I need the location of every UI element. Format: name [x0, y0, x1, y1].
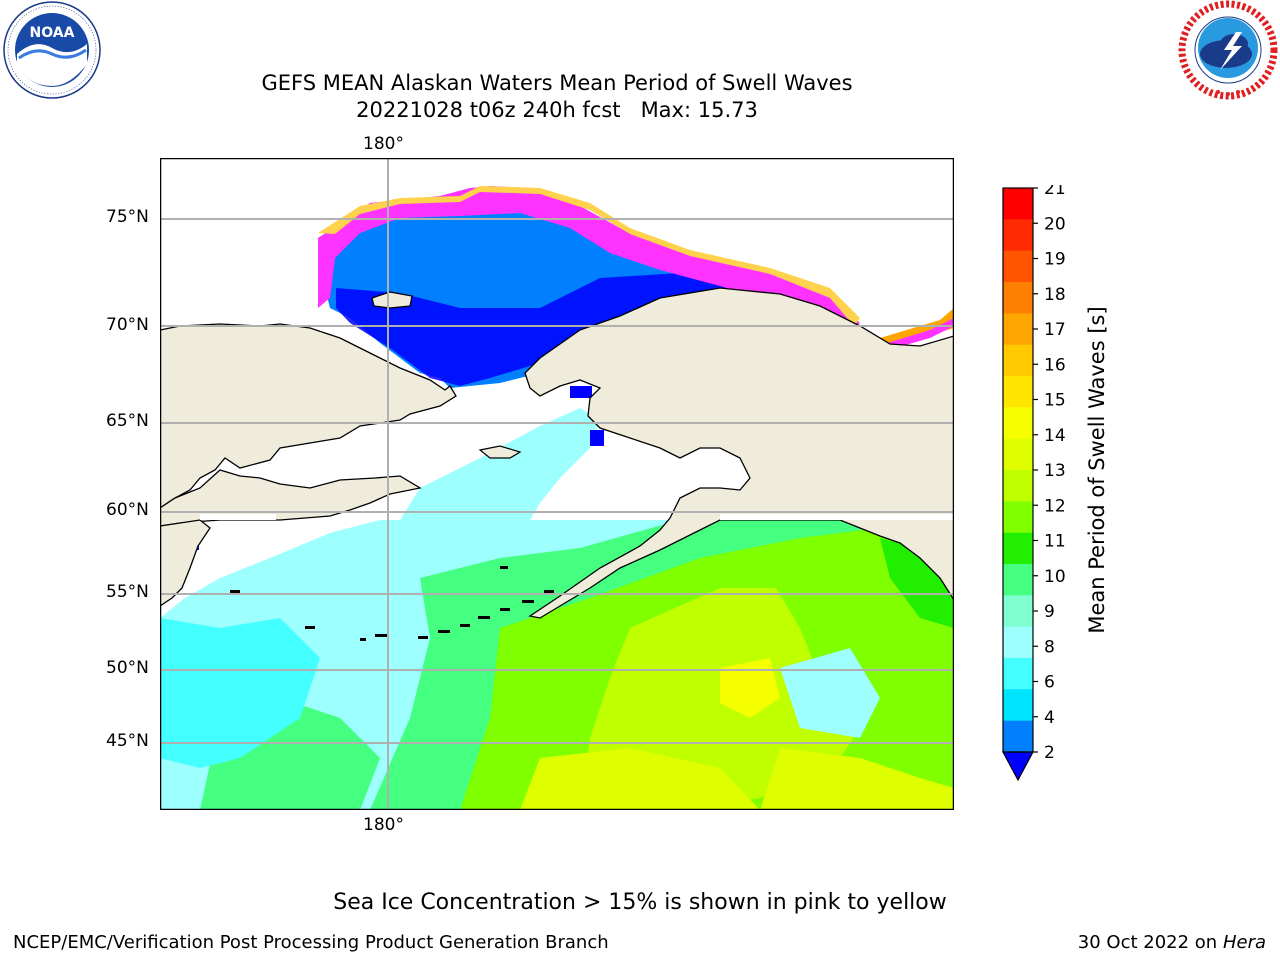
footer-credit: NCEP/EMC/Verification Post Processing Pr… [13, 932, 609, 953]
sea-ice-east-pink [884, 318, 954, 350]
colorbar-label: Mean Period of Swell Waves [s] [1085, 306, 1109, 634]
lat-label-70: 70°N [106, 315, 149, 335]
colorbar-tick-label: 14 [1044, 426, 1066, 446]
map-panel [160, 158, 954, 810]
kotzebue-blue [570, 386, 592, 398]
chart-title: GEFS MEAN Alaskan Waters Mean Period of … [261, 71, 853, 95]
island-wrangel [371, 291, 413, 309]
colorbar-tick-label: 11 [1044, 532, 1066, 552]
colorbar-block [1003, 532, 1033, 565]
colorbar-block [1003, 689, 1033, 722]
colorbar-block [1003, 219, 1033, 252]
sea-ice-east [880, 308, 954, 348]
colorbar-tick-label: 21 [1044, 185, 1066, 199]
ocean-field-green-2 [770, 558, 940, 718]
colorbar-tick-label: 18 [1044, 285, 1066, 305]
bering-coast-nodata [200, 514, 276, 520]
colorbar-blocks [1003, 188, 1033, 753]
ocean-field-west-cyan [160, 618, 320, 778]
aleutian-islands [230, 566, 554, 641]
colorbar-block [1003, 313, 1033, 346]
colorbar-block [1003, 564, 1033, 596]
colorbar-tick-label: 6 [1044, 673, 1055, 693]
colorbar-tick-label: 20 [1044, 214, 1066, 234]
colorbar-block [1003, 501, 1033, 534]
colorbar-block [1003, 250, 1033, 283]
ocean-field-yellow-core [720, 658, 780, 718]
colorbar-tick-label: 2 [1044, 743, 1055, 763]
land-kamchatka [160, 519, 211, 607]
lat-label-60: 60°N [106, 500, 149, 520]
island-st-lawrence [478, 445, 522, 459]
colorbar-tick-label: 12 [1044, 496, 1066, 516]
footer-date: 30 Oct 2022 on Hera [1078, 932, 1266, 953]
lat-label-65: 65°N [106, 411, 149, 431]
colorbar-tick-label: 17 [1044, 320, 1066, 340]
lat-label-45: 45°N [106, 731, 149, 751]
ocean-field-chukchi-blue-patch [390, 218, 500, 288]
colorbar-block [1003, 344, 1033, 377]
colorbar-tick-label: 16 [1044, 355, 1066, 375]
colorbar-ticks: 21 20 19 18 17 16 15 14 13 12 11 10 9 8 6 4 2 [1033, 185, 1066, 763]
norton-sound-blue [590, 430, 604, 446]
colorbar-block [1003, 407, 1033, 440]
colorbar-block [1003, 595, 1033, 628]
colorbar-block [1003, 376, 1033, 408]
ocean-field-yellow-green-2 [520, 748, 760, 810]
colorbar-block [1003, 720, 1033, 753]
colorbar-tick-label: 9 [1044, 602, 1055, 622]
colorbar-tick-label: 15 [1044, 391, 1066, 411]
colorbar-tick-label: 4 [1044, 708, 1055, 728]
colorbar-block [1003, 658, 1033, 690]
chart-subtitle: 20221028 t06z 240h fcst Max: 15.73 [356, 98, 758, 122]
nws-logo [1178, 0, 1278, 100]
noaa-logo: NOAA [3, 1, 101, 99]
colorbar-block [1003, 282, 1033, 314]
colorbar-extend-triangle [1001, 751, 1035, 782]
colorbar-block [1003, 470, 1033, 502]
svg-text:NOAA: NOAA [30, 25, 75, 41]
colorbar-block [1003, 188, 1033, 220]
colorbar-tick-label: 10 [1044, 567, 1066, 587]
colorbar-tick-label: 8 [1044, 637, 1055, 657]
footer-date-text: 30 Oct 2022 on [1077, 932, 1223, 953]
ocean-field-west-edge [160, 758, 200, 810]
footer-machine: Hera [1222, 932, 1266, 953]
colorbar-tick-label: 13 [1044, 461, 1066, 481]
colorbar-tick-label: 19 [1044, 250, 1066, 270]
colorbar-block [1003, 626, 1033, 659]
lon-label-bottom: 180° [363, 815, 404, 835]
lat-label-55: 55°N [106, 582, 149, 602]
colorbar-block [1003, 438, 1033, 471]
gulf-coast-nodata [720, 514, 954, 520]
sea-ice-note: Sea Ice Concentration > 15% is shown in … [333, 890, 947, 915]
lon-label-top: 180° [363, 134, 404, 154]
lat-label-75: 75°N [106, 207, 149, 227]
colorbar: 21 20 19 18 17 16 15 14 13 12 11 10 9 8 6 4 2 [1001, 185, 1066, 782]
lat-label-50: 50°N [106, 658, 149, 678]
ocean-field-yellow-2 [760, 748, 954, 810]
graticule [160, 158, 954, 810]
sea-ice-band [318, 186, 860, 333]
